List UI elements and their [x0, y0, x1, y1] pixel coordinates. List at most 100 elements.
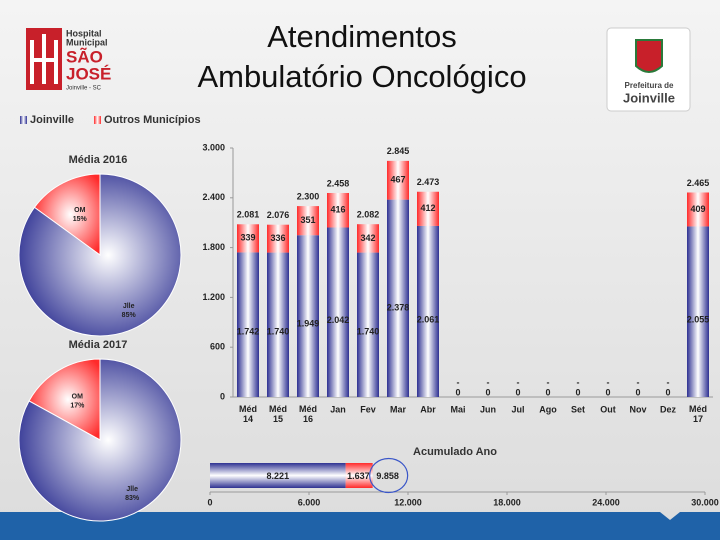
x-tick-label: Jun — [480, 404, 496, 414]
x-tick-label: Out — [600, 404, 616, 414]
logo-text: Joinville — [623, 90, 675, 105]
total-label: 2.081 — [237, 210, 260, 220]
logo-mark — [30, 34, 58, 84]
value-label: 0 — [545, 387, 550, 397]
bar-segment — [687, 192, 709, 227]
value-label: 351 — [300, 215, 315, 225]
logo-text: JOSÉ — [66, 64, 111, 83]
value-label: - — [517, 377, 520, 387]
bar-segment — [387, 160, 409, 200]
legend-label: Joinville — [30, 114, 74, 126]
value-label: 0 — [665, 387, 670, 397]
hospital-logo: Hospital Municipal SÃO JOSÉ Joinville - … — [26, 28, 111, 92]
value-label: 1.740 — [267, 326, 290, 336]
x-tick-label: Set — [571, 404, 585, 414]
total-label: 2.473 — [417, 177, 440, 187]
logo-text: Hospital — [66, 28, 102, 38]
bar-segment — [297, 235, 319, 397]
x-tick-label: Méd 14 — [239, 404, 257, 424]
y-tick-label: 3.000 — [202, 142, 225, 152]
value-label: 1.949 — [297, 319, 320, 329]
y-tick-label: 1.200 — [202, 292, 225, 302]
value-label: - — [457, 377, 460, 387]
legend-label: Outros Municípios — [104, 114, 201, 126]
value-label: - — [607, 377, 610, 387]
pie-label: Jlle — [123, 303, 135, 310]
footer-band — [0, 512, 720, 540]
pie-slice — [33, 173, 101, 256]
x-tick-label: 24.000 — [592, 497, 620, 507]
highlight-circle — [369, 457, 409, 494]
value-label: 1.742 — [237, 326, 260, 336]
x-tick-label: Jan — [330, 404, 346, 414]
value-label: - — [487, 377, 490, 387]
bar-segment — [417, 191, 439, 226]
value-label: 0 — [605, 387, 610, 397]
x-tick-label: 12.000 — [394, 497, 422, 507]
x-tick-label: Jul — [511, 404, 524, 414]
value-label: - — [667, 377, 670, 387]
x-tick-label: Fev — [360, 404, 376, 414]
pie-value-label: 15% — [73, 216, 88, 223]
value-label: 416 — [330, 205, 345, 215]
value-label: - — [577, 377, 580, 387]
bar-segment — [357, 252, 379, 397]
total-label: 2.082 — [357, 210, 380, 220]
value-label: 2.061 — [417, 314, 440, 324]
y-tick-label: 2.400 — [202, 192, 225, 202]
x-tick-label: 0 — [207, 497, 212, 507]
logo-text: Municipal — [66, 37, 108, 47]
value-label: 2.042 — [327, 315, 350, 325]
value-label: 8.221 — [267, 471, 290, 481]
value-label: 0 — [485, 387, 490, 397]
x-tick-label: Mai — [450, 404, 465, 414]
x-tick-label: 6.000 — [298, 497, 321, 507]
x-tick-label: Ago — [539, 404, 557, 414]
pie-title: Média 2017 — [69, 339, 128, 351]
x-tick-label: Abr — [420, 404, 436, 414]
value-label: 342 — [360, 233, 375, 243]
value-label: 0 — [635, 387, 640, 397]
value-label: 1.740 — [357, 326, 380, 336]
value-label: - — [637, 377, 640, 387]
value-label: 412 — [420, 203, 435, 213]
pie-value-label: 83% — [125, 495, 140, 502]
bar-segment — [210, 463, 346, 488]
bar-segment — [357, 224, 379, 253]
chart-title: Acumulado Ano — [413, 446, 497, 458]
value-label: 1.637 — [347, 471, 370, 481]
bar-segment — [417, 225, 439, 397]
x-tick-label: Mar — [390, 404, 407, 414]
x-tick-label: 30.000 — [691, 497, 719, 507]
logo-shield — [635, 39, 663, 73]
slide-title: Atendimentos — [267, 19, 457, 54]
bar-segment — [267, 224, 289, 253]
value-label: 467 — [390, 175, 405, 185]
value-label: 0 — [515, 387, 520, 397]
x-tick-label: Dez — [660, 404, 677, 414]
bar-segment — [237, 224, 259, 253]
value-label: 409 — [690, 204, 705, 214]
logo-text: Prefeitura de — [625, 81, 674, 90]
pie-title: Média 2016 — [69, 154, 128, 166]
y-tick-label: 600 — [210, 342, 225, 352]
x-tick-label: Nov — [629, 404, 646, 414]
prefeitura-logo: Prefeitura de Joinville — [606, 27, 691, 112]
slide-title: Ambulatório Oncológico — [197, 59, 526, 94]
value-label: 2.055 — [687, 315, 710, 325]
pie-label: OM — [72, 393, 83, 400]
y-tick-label: 0 — [220, 391, 225, 401]
pie-value-label: 17% — [70, 402, 85, 409]
pie-label: Jlle — [126, 486, 138, 493]
pie-slice — [18, 358, 182, 522]
x-tick-label: Méd 17 — [689, 404, 707, 424]
pie-slice — [28, 358, 101, 441]
pie-value-label: 85% — [122, 312, 137, 319]
x-tick-label: Méd 16 — [299, 404, 317, 424]
bar-segment — [267, 252, 289, 397]
y-tick-label: 1.800 — [202, 242, 225, 252]
value-label: 0 — [575, 387, 580, 397]
total-label: 2.076 — [267, 210, 290, 220]
